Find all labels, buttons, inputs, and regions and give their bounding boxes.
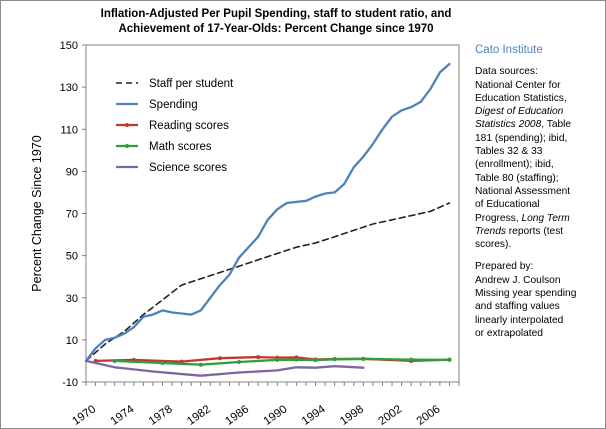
prepared-line: Prepared by: [475, 261, 534, 273]
prepared-line: Andrew J. Coulson [475, 274, 561, 286]
series-line-staff-per-student [85, 202, 451, 362]
x-tick-label: 1974 [109, 403, 137, 428]
data-point [361, 356, 366, 361]
data-point [332, 357, 337, 362]
x-tick-label: 1970 [70, 403, 98, 428]
source-line: Table 80 (staffing); [475, 172, 559, 184]
source-line: (enrollment); ibid, [475, 159, 554, 171]
data-point [409, 357, 414, 362]
legend-label: Science scores [149, 162, 227, 174]
data-point [237, 359, 242, 364]
legend-label: Math scores [149, 141, 212, 153]
data-point [294, 357, 299, 362]
y-tick-label: 90 [66, 166, 78, 178]
organization-name: Cato Institute [475, 44, 543, 56]
legend-label: Reading scores [149, 120, 229, 132]
y-axis-label: Percent Change Since 1970 [30, 135, 44, 291]
y-tick-label: 150 [60, 40, 78, 52]
x-tick-label: 1994 [300, 403, 328, 428]
legend-marker [125, 123, 129, 127]
source-line: Statistics 2008, Table [475, 119, 572, 131]
source-line: Digest of Education [475, 106, 564, 118]
data-point [198, 362, 203, 367]
series-line-spending [84, 62, 451, 363]
data-point [256, 355, 261, 360]
x-tick-label: 1998 [338, 403, 366, 428]
y-tick-label: 110 [60, 124, 78, 136]
source-line: Trends reports (test [475, 225, 564, 237]
sources-sidebar: Cato Institute Data sources: National Cen… [475, 44, 603, 340]
y-tick-label: 70 [66, 209, 78, 221]
chart-title: Inflation-Adjusted Per Pupil Spending, s… [100, 8, 452, 20]
source-line: of Educational [475, 199, 540, 211]
data-point [112, 358, 117, 363]
y-tick-label: -10 [62, 377, 78, 389]
prepared-line: and staffing values [475, 301, 560, 313]
x-tick-label: 2006 [415, 403, 443, 428]
prepared-line: Missing year spending [475, 288, 577, 300]
source-line: Education Statistics, [475, 92, 567, 104]
source-line: Tables 32 & 33 [475, 146, 543, 158]
y-tick-label: 30 [66, 293, 78, 305]
y-tick-label: 130 [60, 82, 78, 94]
x-tick-label: 1990 [262, 403, 290, 428]
chart-title-line2: Achievement of 17-Year-Olds: Percent Cha… [118, 23, 434, 35]
data-sources-text: Data sources: National Center for Educatio… [475, 65, 603, 251]
data-point [313, 358, 318, 363]
prepared-line: linearly interpolated [475, 314, 564, 326]
data-point [179, 359, 184, 364]
x-tick-label: 1978 [147, 403, 175, 428]
x-tick-label: 1986 [223, 403, 251, 428]
data-point [217, 356, 222, 361]
source-line: National Center for [475, 79, 561, 91]
series-line-science-scores [84, 359, 365, 377]
source-line: scores). [475, 239, 512, 251]
legend-label: Spending [149, 99, 198, 111]
x-tick-label: 2002 [376, 403, 404, 428]
data-point [275, 357, 280, 362]
data-point [160, 361, 165, 366]
source-line: 181 (spending); ibid, [475, 132, 568, 144]
source-line: National Assessment [475, 185, 571, 197]
y-tick-label: 10 [66, 335, 78, 347]
source-line: Progress, Long Term [475, 212, 570, 224]
x-tick-label: 1982 [185, 403, 213, 428]
source-line: Data sources: [475, 66, 538, 78]
data-point [447, 357, 452, 362]
legend-label: Staff per student [149, 78, 234, 90]
prepared-line: or extrapolated [475, 327, 543, 339]
y-tick-label: 50 [66, 251, 78, 263]
prepared-by-text: Prepared by: Andrew J. Coulson Missing yea… [475, 260, 603, 340]
legend-marker [125, 144, 129, 148]
